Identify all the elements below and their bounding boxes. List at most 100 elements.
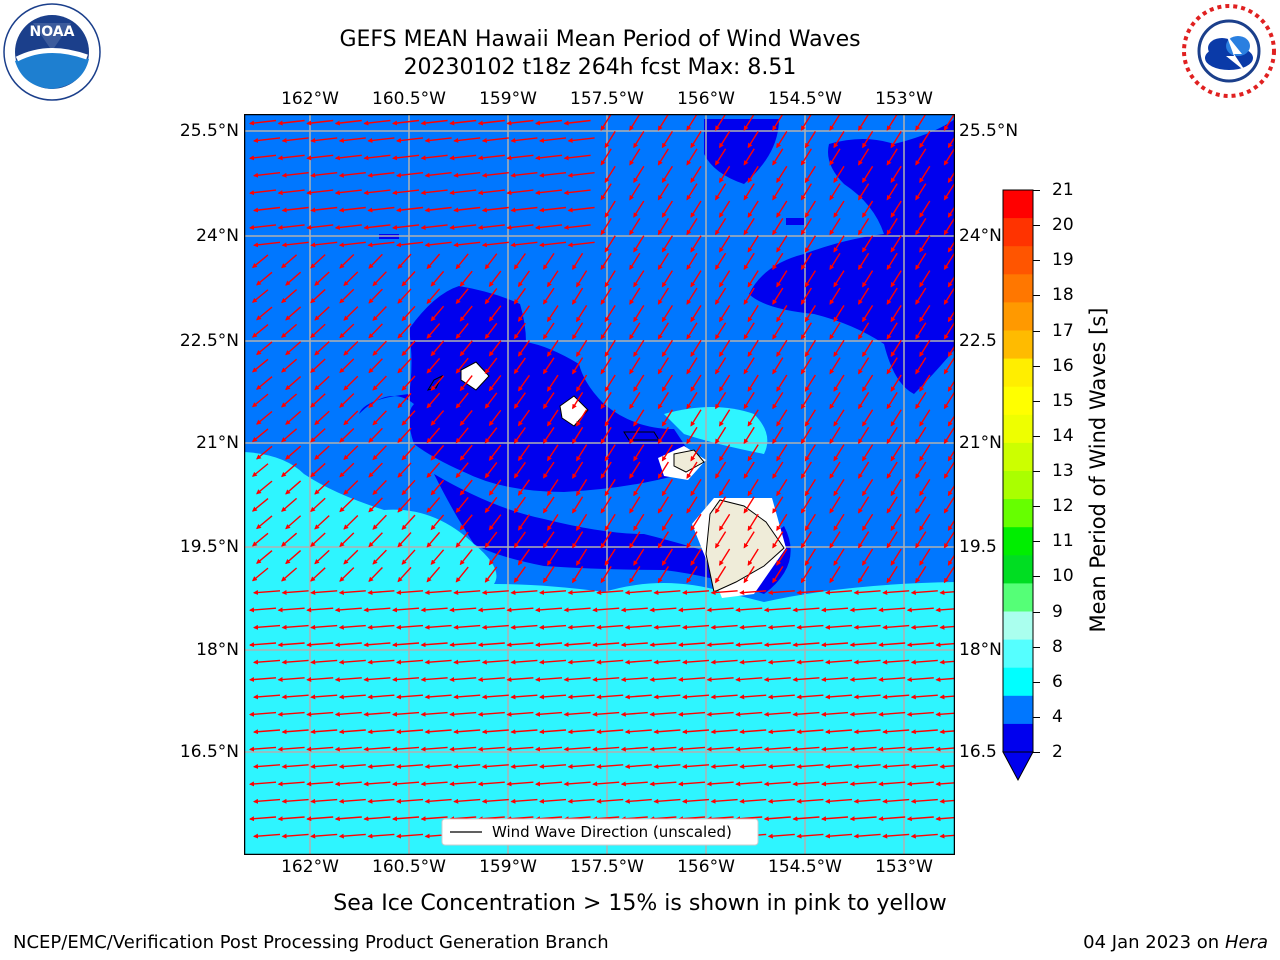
wind-arrow — [858, 252, 870, 271]
wind-arrow — [690, 409, 702, 427]
wind-arrow — [661, 305, 673, 323]
wind-arrow — [747, 548, 759, 566]
wind-arrow — [372, 445, 387, 461]
wind-arrow — [277, 189, 305, 196]
wind-arrow — [886, 183, 898, 201]
wind-arrow — [592, 642, 620, 648]
wind-arrow — [776, 305, 788, 323]
wind-arrow — [424, 590, 452, 595]
wind-arrow — [392, 677, 420, 682]
wind-arrow — [776, 409, 788, 427]
wind-arrow — [281, 798, 309, 804]
wind-arrow — [919, 548, 931, 566]
wind-arrow — [853, 624, 881, 630]
wind-arrow — [657, 426, 669, 445]
wind-arrow — [862, 270, 874, 288]
wind-arrow — [919, 165, 931, 184]
wind-arrow — [715, 531, 727, 549]
wind-arrow — [420, 224, 448, 230]
wind-arrow — [481, 172, 509, 178]
wind-arrow — [600, 183, 612, 201]
wind-arrow — [710, 764, 738, 769]
wind-arrow — [715, 287, 727, 305]
wind-arrow — [919, 131, 931, 149]
wind-arrow — [455, 496, 469, 513]
lat-label-left: 22.5°N — [179, 331, 239, 351]
wind-arrow — [285, 271, 302, 286]
footer-host: Hera — [1224, 932, 1268, 953]
wind-arrow — [947, 344, 955, 358]
wind-arrow — [906, 746, 934, 752]
lon-label-bottom: 160.5°W — [372, 857, 446, 877]
wind-arrow — [747, 305, 759, 323]
colorbar-tick-label: 14 — [1052, 425, 1074, 446]
wind-arrow — [477, 119, 505, 126]
wind-arrow — [484, 531, 498, 548]
wind-arrow — [424, 172, 452, 178]
wind-arrow — [539, 624, 567, 630]
wind-arrow — [281, 289, 298, 304]
wind-arrow — [281, 206, 309, 213]
colorbar-tick-mark — [1033, 400, 1040, 402]
wind-arrow — [306, 781, 334, 787]
wind-arrow — [310, 323, 326, 339]
wind-arrow — [488, 409, 502, 427]
wind-arrow — [249, 154, 277, 161]
wind-arrow — [947, 379, 955, 392]
wind-arrow — [886, 357, 898, 375]
wind-arrow — [249, 816, 277, 822]
wind-arrow — [449, 607, 477, 613]
wind-arrow — [367, 764, 395, 769]
wind-arrow — [506, 119, 534, 126]
wind-arrow — [710, 590, 738, 595]
wind-arrow — [804, 235, 816, 253]
lon-label-top: 159°W — [479, 89, 537, 109]
wind-arrow — [600, 218, 612, 236]
wind-arrow — [576, 548, 588, 566]
wind-arrow — [943, 252, 955, 271]
wind-arrow — [919, 374, 931, 392]
wind-arrow — [542, 531, 555, 549]
wind-arrow — [455, 566, 469, 583]
wind-arrow — [535, 189, 563, 196]
wind-arrow — [517, 514, 530, 531]
wind-arrow — [547, 409, 559, 427]
wind-arrow — [397, 532, 412, 548]
wind-arrow — [886, 531, 898, 549]
wind-arrow — [804, 339, 816, 358]
wind-arrow — [281, 567, 298, 582]
wind-arrow — [800, 322, 812, 340]
wind-arrow — [576, 305, 588, 323]
wind-arrow — [396, 137, 424, 143]
wind-arrow — [477, 189, 505, 196]
wind-arrow — [715, 252, 727, 271]
wind-arrow — [285, 341, 302, 356]
wind-arrow — [706, 642, 734, 648]
wind-arrow — [363, 642, 391, 648]
wind-arrow — [477, 607, 505, 613]
wind-arrow — [449, 224, 477, 230]
wind-arrow — [661, 131, 673, 149]
wind-arrow — [919, 444, 931, 462]
wind-arrow — [767, 694, 795, 700]
wind-arrow — [542, 252, 555, 270]
wind-arrow — [800, 461, 812, 479]
wind-arrow — [829, 461, 841, 479]
wind-arrow — [567, 241, 595, 248]
wind-arrow — [576, 270, 588, 288]
wind-arrow — [314, 271, 330, 286]
wind-arrow — [776, 165, 788, 184]
wind-arrow — [251, 324, 269, 338]
wind-arrow — [657, 218, 669, 236]
wind-arrow — [715, 426, 727, 445]
wind-arrow — [506, 154, 534, 161]
wind-arrow — [256, 480, 273, 495]
wind-arrow — [624, 798, 652, 804]
wind-arrow — [686, 496, 698, 514]
wind-arrow — [392, 119, 420, 126]
wind-arrow — [633, 374, 645, 392]
wind-arrow — [600, 357, 612, 375]
wind-arrow — [368, 358, 383, 374]
wind-arrow — [915, 426, 927, 445]
wind-arrow — [747, 444, 759, 462]
